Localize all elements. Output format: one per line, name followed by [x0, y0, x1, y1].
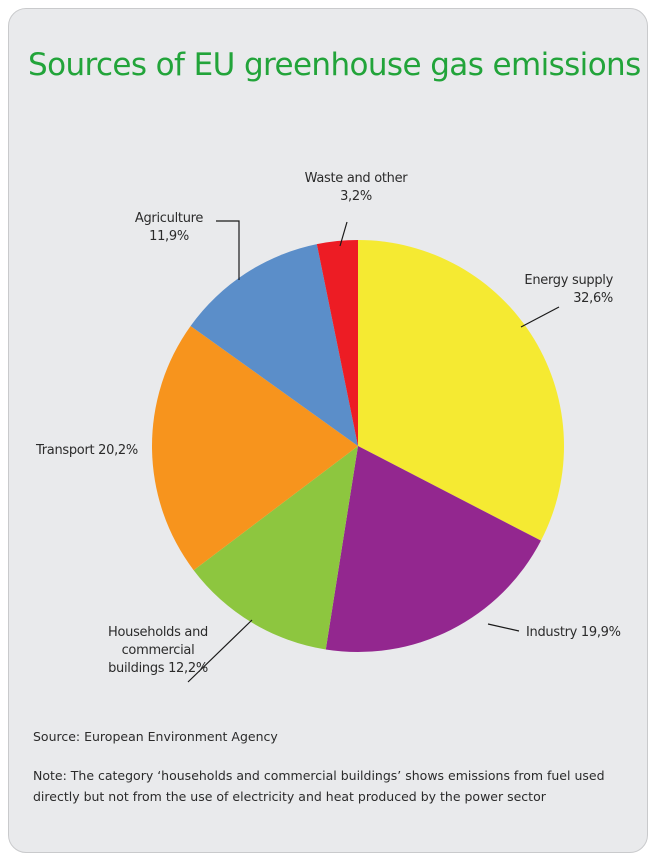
slice-label-energy-supply: Energy supply 32,6%: [524, 273, 613, 306]
pie-chart: Energy supply 32,6% Industry 19,9% Househol…: [35, 171, 621, 683]
pie-slice-agriculture: [190, 244, 358, 446]
pie-slice-industry: [325, 446, 541, 652]
slice-label-line: Agriculture: [135, 211, 203, 226]
slice-label-agriculture: Agriculture 11,9%: [135, 211, 203, 244]
leader-line-households-and-commercial-buildings: [187, 619, 253, 683]
slice-label-line: Industry 19,9%: [526, 625, 621, 640]
slice-label-line: buildings 12,2%: [108, 661, 208, 676]
leader-line-waste-and-other: [339, 221, 348, 247]
slice-label-line: 32,6%: [573, 291, 613, 306]
slice-label-line: 3,2%: [340, 189, 372, 204]
slice-label-households-and-commercial-buildings: Households and commercial buildings 12,2%: [108, 625, 208, 676]
pie-slice-households-and-commercial-buildings: [193, 446, 358, 650]
slice-label-line: commercial: [122, 643, 195, 658]
pie-slice-transport: [152, 325, 358, 571]
leader-line-energy-supply: [520, 306, 560, 328]
slice-labels: Energy supply 32,6% Industry 19,9% Househol…: [35, 171, 621, 676]
slice-label-transport: Transport 20,2%: [35, 443, 138, 458]
chart-title: Sources of EU greenhouse gas emissions: [28, 47, 641, 83]
footnote: Note: The category ‘households and comme…: [33, 768, 605, 804]
slice-label-industry: Industry 19,9%: [526, 625, 621, 640]
leader-lines: [187, 220, 560, 683]
leader-line-industry: [487, 623, 520, 632]
pie-slice-waste-and-other: [316, 240, 358, 446]
slice-label-waste-and-other: Waste and other 3,2%: [305, 171, 409, 204]
pie-slices: [152, 240, 565, 652]
slice-label-line: Transport 20,2%: [35, 443, 138, 458]
pie-slice-energy-supply: [358, 240, 565, 541]
leader-line-agriculture: [216, 220, 240, 280]
slice-label-line: Households and: [108, 625, 208, 640]
slice-label-line: Waste and other: [305, 171, 409, 186]
slice-label-line: Energy supply: [524, 273, 613, 288]
slice-label-line: 11,9%: [149, 229, 189, 244]
source-note: Source: European Environment Agency: [33, 729, 278, 744]
